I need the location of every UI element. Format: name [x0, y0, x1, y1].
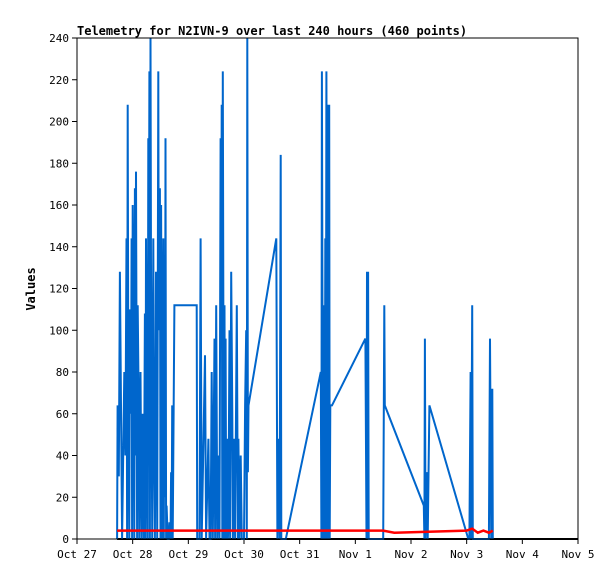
series-line-2: [117, 527, 494, 535]
y-tick-label: 120: [49, 283, 69, 296]
y-tick-label: 20: [56, 491, 69, 504]
y-tick-label: 180: [49, 157, 69, 170]
x-tick-label: Nov 2: [394, 548, 427, 561]
y-tick-label: 160: [49, 199, 69, 212]
x-tick-label: Oct 30: [224, 548, 264, 561]
y-tick-label: 200: [49, 116, 69, 129]
x-tick-label: Oct 27: [57, 548, 97, 561]
y-tick-label: 60: [56, 408, 69, 421]
y-tick-label: 220: [49, 74, 69, 87]
x-tick-label: Nov 1: [339, 548, 372, 561]
x-tick-label: Oct 29: [168, 548, 208, 561]
y-tick-label: 240: [49, 32, 69, 45]
y-tick-label: 80: [56, 366, 69, 379]
y-tick-label: 100: [49, 324, 69, 337]
x-tick-label: Oct 28: [113, 548, 153, 561]
x-tick-label: Nov 5: [561, 548, 594, 561]
x-tick-label: Nov 3: [450, 548, 483, 561]
y-tick-label: 140: [49, 241, 69, 254]
y-axis-label: Values: [24, 267, 38, 310]
x-tick-label: Nov 4: [506, 548, 539, 561]
plot-area-frame: [76, 37, 579, 540]
y-tick-label: 40: [56, 450, 69, 463]
y-axis-ticks: 0 20 40 60 80 100 120 140 160 180 200 220 240: [49, 32, 77, 546]
chart-title: Telemetry for N2IVN-9 over last 240 hour…: [77, 24, 467, 38]
series-line-1: [116, 37, 494, 540]
y-tick-label: 0: [62, 533, 69, 546]
x-tick-label: Oct 31: [280, 548, 320, 561]
x-axis-ticks: Oct 27 Oct 28 Oct 29 Oct 30 Oct 31 Nov 1 Nov 2…: [57, 539, 595, 561]
